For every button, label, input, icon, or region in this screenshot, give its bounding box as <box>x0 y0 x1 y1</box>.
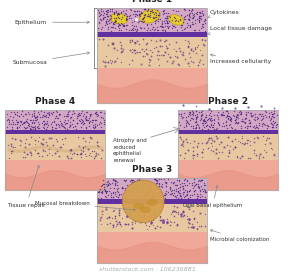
Text: Atrophy and
reduced
ephithelial
renewal: Atrophy and reduced ephithelial renewal <box>113 138 147 163</box>
Text: Phase 1: Phase 1 <box>132 0 172 4</box>
Ellipse shape <box>110 13 128 24</box>
Text: Increased cellularity: Increased cellularity <box>210 54 271 64</box>
Text: Phase 3: Phase 3 <box>132 165 172 174</box>
Bar <box>97 178 207 199</box>
Text: Tissue repair: Tissue repair <box>7 165 46 207</box>
Text: Phase 4: Phase 4 <box>35 97 75 106</box>
Bar <box>97 8 207 103</box>
Bar <box>5 160 105 190</box>
Bar <box>178 160 278 190</box>
Text: Mucosal breakdown: Mucosal breakdown <box>35 201 135 211</box>
Bar <box>178 110 278 190</box>
Bar <box>97 68 207 103</box>
Bar <box>178 110 278 130</box>
Text: Cytokines: Cytokines <box>207 10 240 18</box>
Text: Epithelium: Epithelium <box>15 20 89 25</box>
Bar <box>97 8 207 32</box>
Bar <box>97 199 207 204</box>
Text: Local tissue damage: Local tissue damage <box>208 26 272 35</box>
Bar <box>178 134 278 160</box>
Bar <box>97 178 207 263</box>
Ellipse shape <box>133 203 144 209</box>
Text: shutterstock.com · 106236881: shutterstock.com · 106236881 <box>98 267 196 272</box>
Bar <box>5 110 105 190</box>
Bar <box>97 32 207 36</box>
Ellipse shape <box>146 199 158 206</box>
Text: Submucosa: Submucosa <box>12 52 89 65</box>
Bar <box>97 36 207 68</box>
Ellipse shape <box>139 10 160 23</box>
Text: Oral basal epithelium: Oral basal epithelium <box>183 185 242 209</box>
Text: Microbial colonization: Microbial colonization <box>210 230 270 242</box>
Text: Phase 2: Phase 2 <box>208 97 248 106</box>
Ellipse shape <box>122 180 164 223</box>
Bar <box>5 110 105 130</box>
Bar <box>97 232 207 263</box>
Ellipse shape <box>140 206 151 213</box>
Bar <box>97 204 207 232</box>
Bar <box>5 130 105 134</box>
Bar <box>178 130 278 134</box>
Bar <box>5 134 105 160</box>
Ellipse shape <box>168 15 184 25</box>
